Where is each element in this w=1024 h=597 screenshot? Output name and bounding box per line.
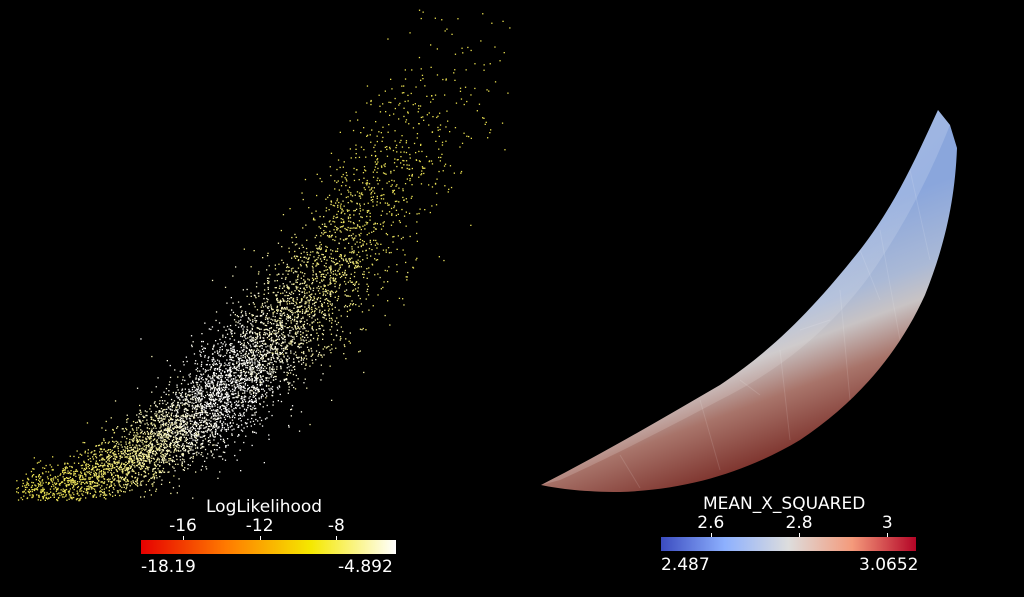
mean-x-squared-tick-label: 2.6 [697, 513, 725, 533]
loglikelihood-tick-mark [259, 536, 261, 540]
loglikelihood-tick-mark [182, 536, 184, 540]
surface-body [541, 110, 957, 492]
legend-title: LogLikelihood [206, 497, 323, 517]
legend-min-label: -18.19 [141, 557, 196, 577]
loglikelihood-tick-mark [336, 536, 338, 540]
legend-color-bar [141, 540, 396, 554]
legend-min-label: 2.487 [661, 555, 710, 575]
mean-x-squared-tick-label: 2.8 [785, 513, 813, 533]
legend-max-label: 3.0652 [859, 555, 919, 575]
mean-x-squared-tick-mark [887, 533, 889, 537]
loglikelihood-tick-label: -8 [327, 516, 345, 536]
legend-color-bar [661, 537, 916, 551]
loglikelihood-color-legend: LogLikelihood -18.19 -4.892 -16 -12 -8 [141, 497, 396, 577]
mean-x-squared-tick-mark [710, 533, 712, 537]
loglikelihood-point-cloud[interactable] [0, 0, 512, 597]
legend-max-label: -4.892 [338, 557, 393, 577]
mean-x-squared-tick-label: 3 [881, 513, 893, 533]
surface-facets [619, 169, 931, 489]
legend-title: MEAN_X_SQUARED [703, 494, 866, 514]
loglikelihood-tick-label: -16 [169, 516, 197, 536]
mean-x-squared-tick-mark [799, 533, 801, 537]
loglikelihood-tick-label: -12 [245, 516, 274, 536]
